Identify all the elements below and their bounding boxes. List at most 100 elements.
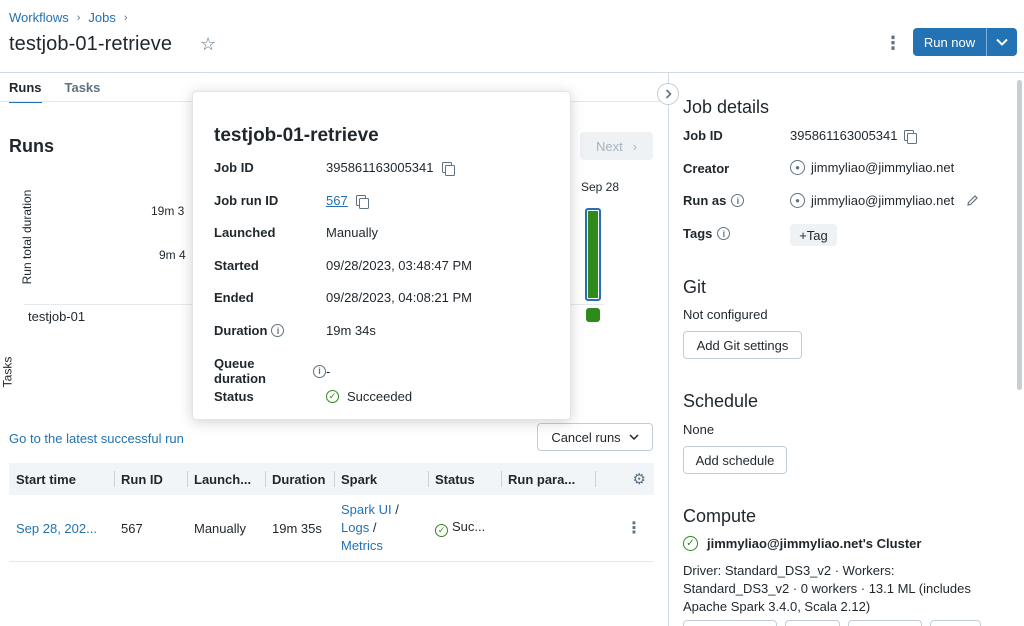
add-schedule-button[interactable]: Add schedule bbox=[683, 446, 787, 474]
popover-key: Job ID bbox=[214, 160, 254, 175]
popover-value: Manually bbox=[326, 225, 379, 240]
compute-action-button[interactable] bbox=[930, 620, 981, 626]
kebab-menu-icon[interactable]: ⋮ bbox=[884, 33, 902, 53]
run-duration-bar[interactable] bbox=[585, 208, 601, 301]
launched-cell: Manually bbox=[194, 520, 247, 536]
popover-row-started: Started 09/28/2023, 03:48:47 PM bbox=[214, 258, 554, 273]
header-divider bbox=[0, 72, 1024, 73]
column-header-run-id[interactable]: Run ID bbox=[114, 463, 187, 495]
start-time-link[interactable]: Sep 28, 202... bbox=[16, 520, 97, 536]
run-as-label-text: Run as bbox=[683, 193, 727, 208]
compute-action-button[interactable] bbox=[683, 620, 777, 626]
chart-tasks-label: Tasks bbox=[0, 356, 15, 388]
chart-y-tick: 19m 3 bbox=[151, 204, 185, 218]
star-icon[interactable]: ☆ bbox=[200, 34, 217, 54]
cluster-name[interactable]: jimmyliao@jimmyliao.net's Cluster bbox=[707, 536, 922, 551]
next-button[interactable]: Next › bbox=[580, 132, 653, 160]
popover-key: Started bbox=[214, 258, 259, 273]
popover-row-job-run-id: Job run ID 567 bbox=[214, 193, 554, 209]
column-header-spark[interactable]: Spark bbox=[334, 463, 428, 495]
popover-title: testjob-01-retrieve bbox=[214, 125, 379, 146]
popover-value: ✓ Succeeded bbox=[326, 389, 412, 404]
table-row: Sep 28, 202... 567 Manually 19m 35s Spar… bbox=[9, 495, 654, 562]
job-run-id-link[interactable]: 567 bbox=[326, 193, 348, 208]
breadcrumb-jobs[interactable]: Jobs bbox=[88, 10, 116, 25]
column-header-launched[interactable]: Launch... bbox=[187, 463, 265, 495]
compute-action-button[interactable] bbox=[848, 620, 922, 626]
column-header-run-parameters[interactable]: Run para... bbox=[501, 463, 595, 495]
user-icon: ● bbox=[790, 193, 805, 208]
copy-icon[interactable] bbox=[355, 194, 369, 209]
popover-row-job-id: Job ID 395861163005341 bbox=[214, 160, 554, 176]
git-status: Not configured bbox=[683, 307, 768, 322]
add-git-settings-button[interactable]: Add Git settings bbox=[683, 331, 802, 359]
cancel-runs-label: Cancel runs bbox=[551, 429, 621, 445]
scrollbar[interactable] bbox=[1017, 80, 1022, 390]
info-icon[interactable]: i bbox=[731, 194, 745, 207]
latest-successful-run-link[interactable]: Go to the latest successful run bbox=[9, 431, 184, 446]
popover-key: Ended bbox=[214, 290, 254, 305]
creator-text: jimmyliao@jimmyliao.net bbox=[811, 160, 955, 175]
popover-row-launched: Launched Manually bbox=[214, 225, 554, 240]
logs-link[interactable]: Logs bbox=[341, 520, 370, 535]
run-now-button[interactable]: Run now bbox=[913, 28, 1017, 56]
popover-value: 395861163005341 bbox=[326, 160, 455, 176]
info-icon[interactable]: i bbox=[717, 227, 731, 240]
chart-y-tick: 9m 4 bbox=[159, 248, 186, 262]
task-status-cell[interactable] bbox=[586, 308, 600, 322]
breadcrumb-workflows[interactable]: Workflows bbox=[9, 10, 69, 25]
info-icon[interactable]: i bbox=[313, 364, 326, 378]
popover-key-text: Duration bbox=[214, 323, 268, 338]
compute-heading: Compute bbox=[683, 506, 757, 526]
popover-key: Queue duration i bbox=[214, 356, 326, 386]
cluster-row: ✓ jimmyliao@jimmyliao.net's Cluster bbox=[683, 536, 921, 551]
spark-ui-link[interactable]: Spark UI bbox=[341, 502, 392, 517]
popover-value: 09/28/2023, 04:08:21 PM bbox=[326, 290, 473, 305]
copy-icon[interactable] bbox=[441, 161, 455, 176]
add-tag-button[interactable]: +Tag bbox=[790, 224, 837, 246]
gear-icon[interactable]: ⚙ bbox=[632, 471, 646, 488]
copy-icon[interactable] bbox=[903, 129, 917, 144]
runs-table: Start time Run ID Launch... Duration Spa… bbox=[9, 463, 654, 562]
popover-value: 567 bbox=[326, 193, 369, 209]
job-id-text: 395861163005341 bbox=[790, 128, 898, 143]
task-name: testjob-01 bbox=[28, 309, 86, 324]
check-circle-icon: ✓ bbox=[683, 536, 698, 551]
info-icon[interactable]: i bbox=[271, 324, 285, 337]
tab-runs[interactable]: Runs bbox=[9, 80, 42, 103]
popover-value: 19m 34s bbox=[326, 323, 376, 338]
column-header-start-time[interactable]: Start time bbox=[16, 471, 76, 487]
metrics-link[interactable]: Metrics bbox=[341, 538, 383, 553]
chevron-right-icon bbox=[665, 89, 672, 99]
popover-key-text: Queue duration bbox=[214, 356, 266, 386]
column-header-duration[interactable]: Duration bbox=[265, 463, 334, 495]
table-settings: ⚙ bbox=[595, 463, 654, 495]
run-details-popover: testjob-01-retrieve Job ID 3958611630053… bbox=[192, 91, 571, 420]
job-id-value: 395861163005341 bbox=[790, 128, 917, 144]
chevron-down-icon[interactable] bbox=[987, 28, 1017, 56]
page-title: testjob-01-retrieve bbox=[9, 33, 173, 55]
compute-action-button[interactable] bbox=[785, 620, 840, 626]
run-as-label: Run as i bbox=[683, 193, 745, 208]
chevron-right-icon: › bbox=[123, 11, 128, 24]
chevron-down-icon bbox=[629, 433, 639, 440]
status-cell: ✓ Suc... bbox=[428, 519, 501, 537]
popover-row-duration: Duration i 19m 34s bbox=[214, 323, 554, 338]
popover-row-status: Status ✓ Succeeded bbox=[214, 389, 554, 404]
column-header-status[interactable]: Status bbox=[428, 463, 501, 495]
tags-label: Tags i bbox=[683, 226, 731, 241]
user-icon: ● bbox=[790, 160, 805, 175]
collapse-panel-button[interactable] bbox=[657, 83, 679, 105]
cancel-runs-button[interactable]: Cancel runs bbox=[537, 423, 653, 451]
compute-description: Driver: Standard_DS3_v2 · Workers: Stand… bbox=[683, 563, 971, 614]
tab-bar: Runs Tasks bbox=[9, 80, 100, 103]
run-now-label[interactable]: Run now bbox=[913, 28, 987, 56]
row-kebab-menu-icon[interactable]: ⋮ bbox=[626, 520, 642, 537]
pencil-icon[interactable] bbox=[966, 194, 979, 207]
popover-row-queue-duration: Queue duration i - bbox=[214, 356, 554, 386]
run-as-value: ● jimmyliao@jimmyliao.net bbox=[790, 193, 979, 208]
tab-tasks[interactable]: Tasks bbox=[64, 80, 101, 95]
popover-value: - bbox=[326, 363, 331, 379]
chart-y-title: Run total duration bbox=[20, 189, 34, 285]
job-id-label: Job ID bbox=[683, 128, 723, 143]
